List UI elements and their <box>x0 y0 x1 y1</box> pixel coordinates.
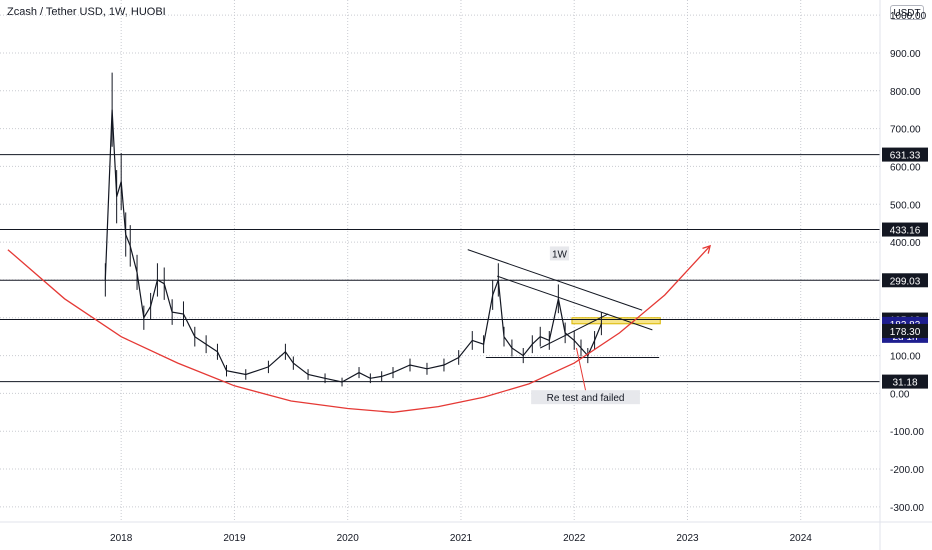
y-tick-label: 700.00 <box>890 125 921 136</box>
level-label-bg <box>882 273 928 288</box>
x-tick-label: 2022 <box>563 533 586 544</box>
time-axis: 2018 2019 2020 2021 2022 2023 2024 <box>0 521 932 544</box>
x-tick-label: 2024 <box>790 533 813 544</box>
highlight-zone <box>571 317 661 325</box>
price-axis: 1000.00 900.00 800.00 700.00 600.00 500.00 400… <box>879 0 928 550</box>
price-series <box>104 72 602 387</box>
annotation-bg <box>531 390 640 405</box>
curve-line <box>7 245 711 413</box>
level-label-bg <box>882 374 928 389</box>
level-label: 31.18 <box>892 378 917 389</box>
bowl-curve <box>7 244 712 413</box>
y-tick-label: 400.00 <box>890 238 921 249</box>
y-tick-label: -200.00 <box>890 465 924 476</box>
curve-arrowhead <box>702 244 712 254</box>
price-label: 178.30 <box>890 327 921 338</box>
annotation-text: 1W <box>552 249 568 260</box>
x-tick-label: 2023 <box>676 533 699 544</box>
level-label-bg <box>882 147 928 162</box>
annotation-pointer <box>575 347 587 391</box>
y-tick-label: 500.00 <box>890 200 921 211</box>
x-tick-label: 2020 <box>337 533 360 544</box>
grid <box>0 0 880 522</box>
price-line <box>104 109 602 383</box>
level-label: 299.03 <box>890 276 921 287</box>
currency-button[interactable]: USDT <box>890 5 924 20</box>
level-label-bg <box>882 222 928 237</box>
trendline <box>467 249 643 311</box>
trendline <box>540 313 609 349</box>
trendlines <box>467 249 660 358</box>
y-tick-label: 0.00 <box>890 389 910 400</box>
horizontal-levels <box>0 154 880 383</box>
y-tick-label: 600.00 <box>890 162 921 173</box>
x-tick-label: 2019 <box>223 533 246 544</box>
y-tick-label: 100.00 <box>890 352 921 363</box>
annotations: 1W Re test and failed <box>531 246 640 405</box>
x-tick-label: 2021 <box>450 533 473 544</box>
price-label-bg <box>882 323 928 338</box>
annotation-bg <box>549 246 570 261</box>
x-tick-label: 2018 <box>110 533 133 544</box>
annotation-text: Re test and failed <box>547 393 625 404</box>
y-tick-label: 900.00 <box>890 49 921 60</box>
trendline <box>497 275 653 331</box>
y-tick-label: -300.00 <box>890 503 924 514</box>
y-tick-label: 1000.00 <box>890 11 927 22</box>
level-label: 433.16 <box>890 226 921 237</box>
level-label: 631.33 <box>890 151 921 162</box>
y-tick-label: -100.00 <box>890 427 924 438</box>
y-tick-label: 800.00 <box>890 87 921 98</box>
yellow-zone <box>571 317 661 325</box>
